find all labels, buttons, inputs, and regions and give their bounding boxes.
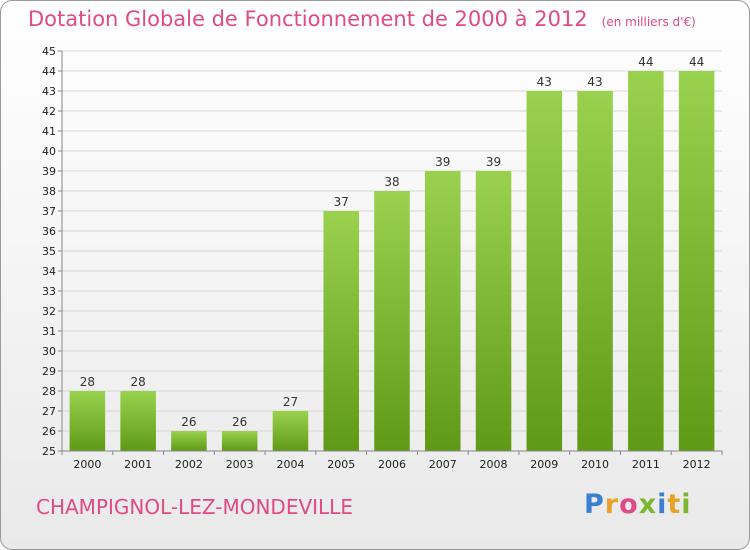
logo-letter: i [681, 489, 692, 520]
logo-letter: t [667, 489, 682, 520]
data-label-2007: 39 [435, 155, 450, 169]
y-tick-label: 31 [42, 325, 56, 338]
y-tick-label: 41 [42, 125, 56, 138]
logo-letter: x [638, 489, 658, 520]
y-tick-label: 39 [42, 165, 56, 178]
x-tick-label-2010: 2010 [581, 458, 609, 471]
data-label-2005: 37 [334, 195, 349, 209]
bar-2002 [171, 431, 207, 451]
bar-2011 [628, 71, 664, 451]
data-label-2003: 26 [232, 415, 247, 429]
bar-2001 [120, 391, 156, 451]
x-tick-label-2007: 2007 [429, 458, 457, 471]
bar-2004 [272, 411, 309, 451]
data-label-2010: 43 [587, 75, 602, 89]
x-tick-label-2008: 2008 [480, 458, 508, 471]
data-label-2002: 26 [181, 415, 196, 429]
bar-2003 [221, 431, 258, 451]
proxiti-logo[interactable]: Proxiti [584, 489, 692, 520]
bar-2008 [475, 171, 512, 451]
x-tick-label-2002: 2002 [175, 458, 203, 471]
y-tick-label: 25 [42, 445, 56, 458]
bar-2012 [678, 71, 715, 451]
data-label-2004: 27 [283, 395, 298, 409]
title-text: Dotation Globale de Fonctionnement de 20… [28, 7, 588, 31]
x-axis: 2000 2001 2002 2003 2004 2005 2006 2007 2008 2009… [61, 450, 723, 471]
y-tick-label: 37 [42, 205, 56, 218]
y-tick-label: 33 [42, 285, 56, 298]
data-label-2011: 44 [638, 55, 653, 69]
y-tick-label: 43 [42, 85, 56, 98]
y-tick-label: 28 [42, 385, 56, 398]
x-tick-label-2006: 2006 [378, 458, 406, 471]
y-tick-label: 45 [42, 45, 56, 58]
data-label-2009: 43 [537, 75, 552, 89]
chart-title: Dotation Globale de Fonctionnement de 20… [28, 7, 696, 31]
y-axis: 25 26 27 28 29 30 31 32 33 34 35 36 37 38 39 40 41 42 43 44… [42, 45, 63, 458]
data-label-2001: 28 [131, 375, 146, 389]
y-tick-label: 34 [42, 265, 56, 278]
y-tick-label: 36 [42, 225, 56, 238]
logo-letter: r [604, 489, 620, 520]
y-tick-label: 38 [42, 185, 56, 198]
y-tick-label: 32 [42, 305, 56, 318]
bar-2005 [323, 211, 359, 451]
logo-letter: i [657, 489, 668, 520]
place-name: CHAMPIGNOL-LEZ-MONDEVILLE [36, 495, 353, 519]
data-label-2006: 38 [384, 175, 399, 189]
bar-2010 [577, 91, 613, 451]
y-tick-label: 40 [42, 145, 56, 158]
x-tick-label-2004: 2004 [276, 458, 304, 471]
x-tick-label-2001: 2001 [124, 458, 152, 471]
data-label-2012: 44 [689, 55, 704, 69]
x-tick-label-2000: 2000 [73, 458, 101, 471]
x-tick-label-2003: 2003 [226, 458, 254, 471]
bar-2009 [526, 91, 563, 451]
x-tick-label-2009: 2009 [530, 458, 558, 471]
y-tick-label: 26 [42, 425, 56, 438]
data-label-2000: 28 [80, 375, 95, 389]
y-tick-label: 29 [42, 365, 56, 378]
y-tick-label: 42 [42, 105, 56, 118]
title-unit: (en milliers d'€) [601, 15, 696, 29]
logo-letter: o [619, 489, 639, 520]
x-tick-label-2005: 2005 [327, 458, 355, 471]
y-tick-label: 30 [42, 345, 56, 358]
x-tick-label-2012: 2012 [683, 458, 711, 471]
logo-letter: P [584, 489, 605, 520]
bar-2007 [425, 171, 461, 451]
y-tick-label: 35 [42, 245, 56, 258]
data-label-2008: 39 [486, 155, 501, 169]
bar-2006 [374, 191, 410, 451]
x-tick-label-2011: 2011 [632, 458, 660, 471]
bars: 28 28 26 26 27 37 38 39 39 43 43 44 44 [69, 55, 715, 451]
y-tick-label: 27 [42, 405, 56, 418]
y-tick-label: 44 [42, 65, 56, 78]
bar-2000 [69, 391, 106, 451]
